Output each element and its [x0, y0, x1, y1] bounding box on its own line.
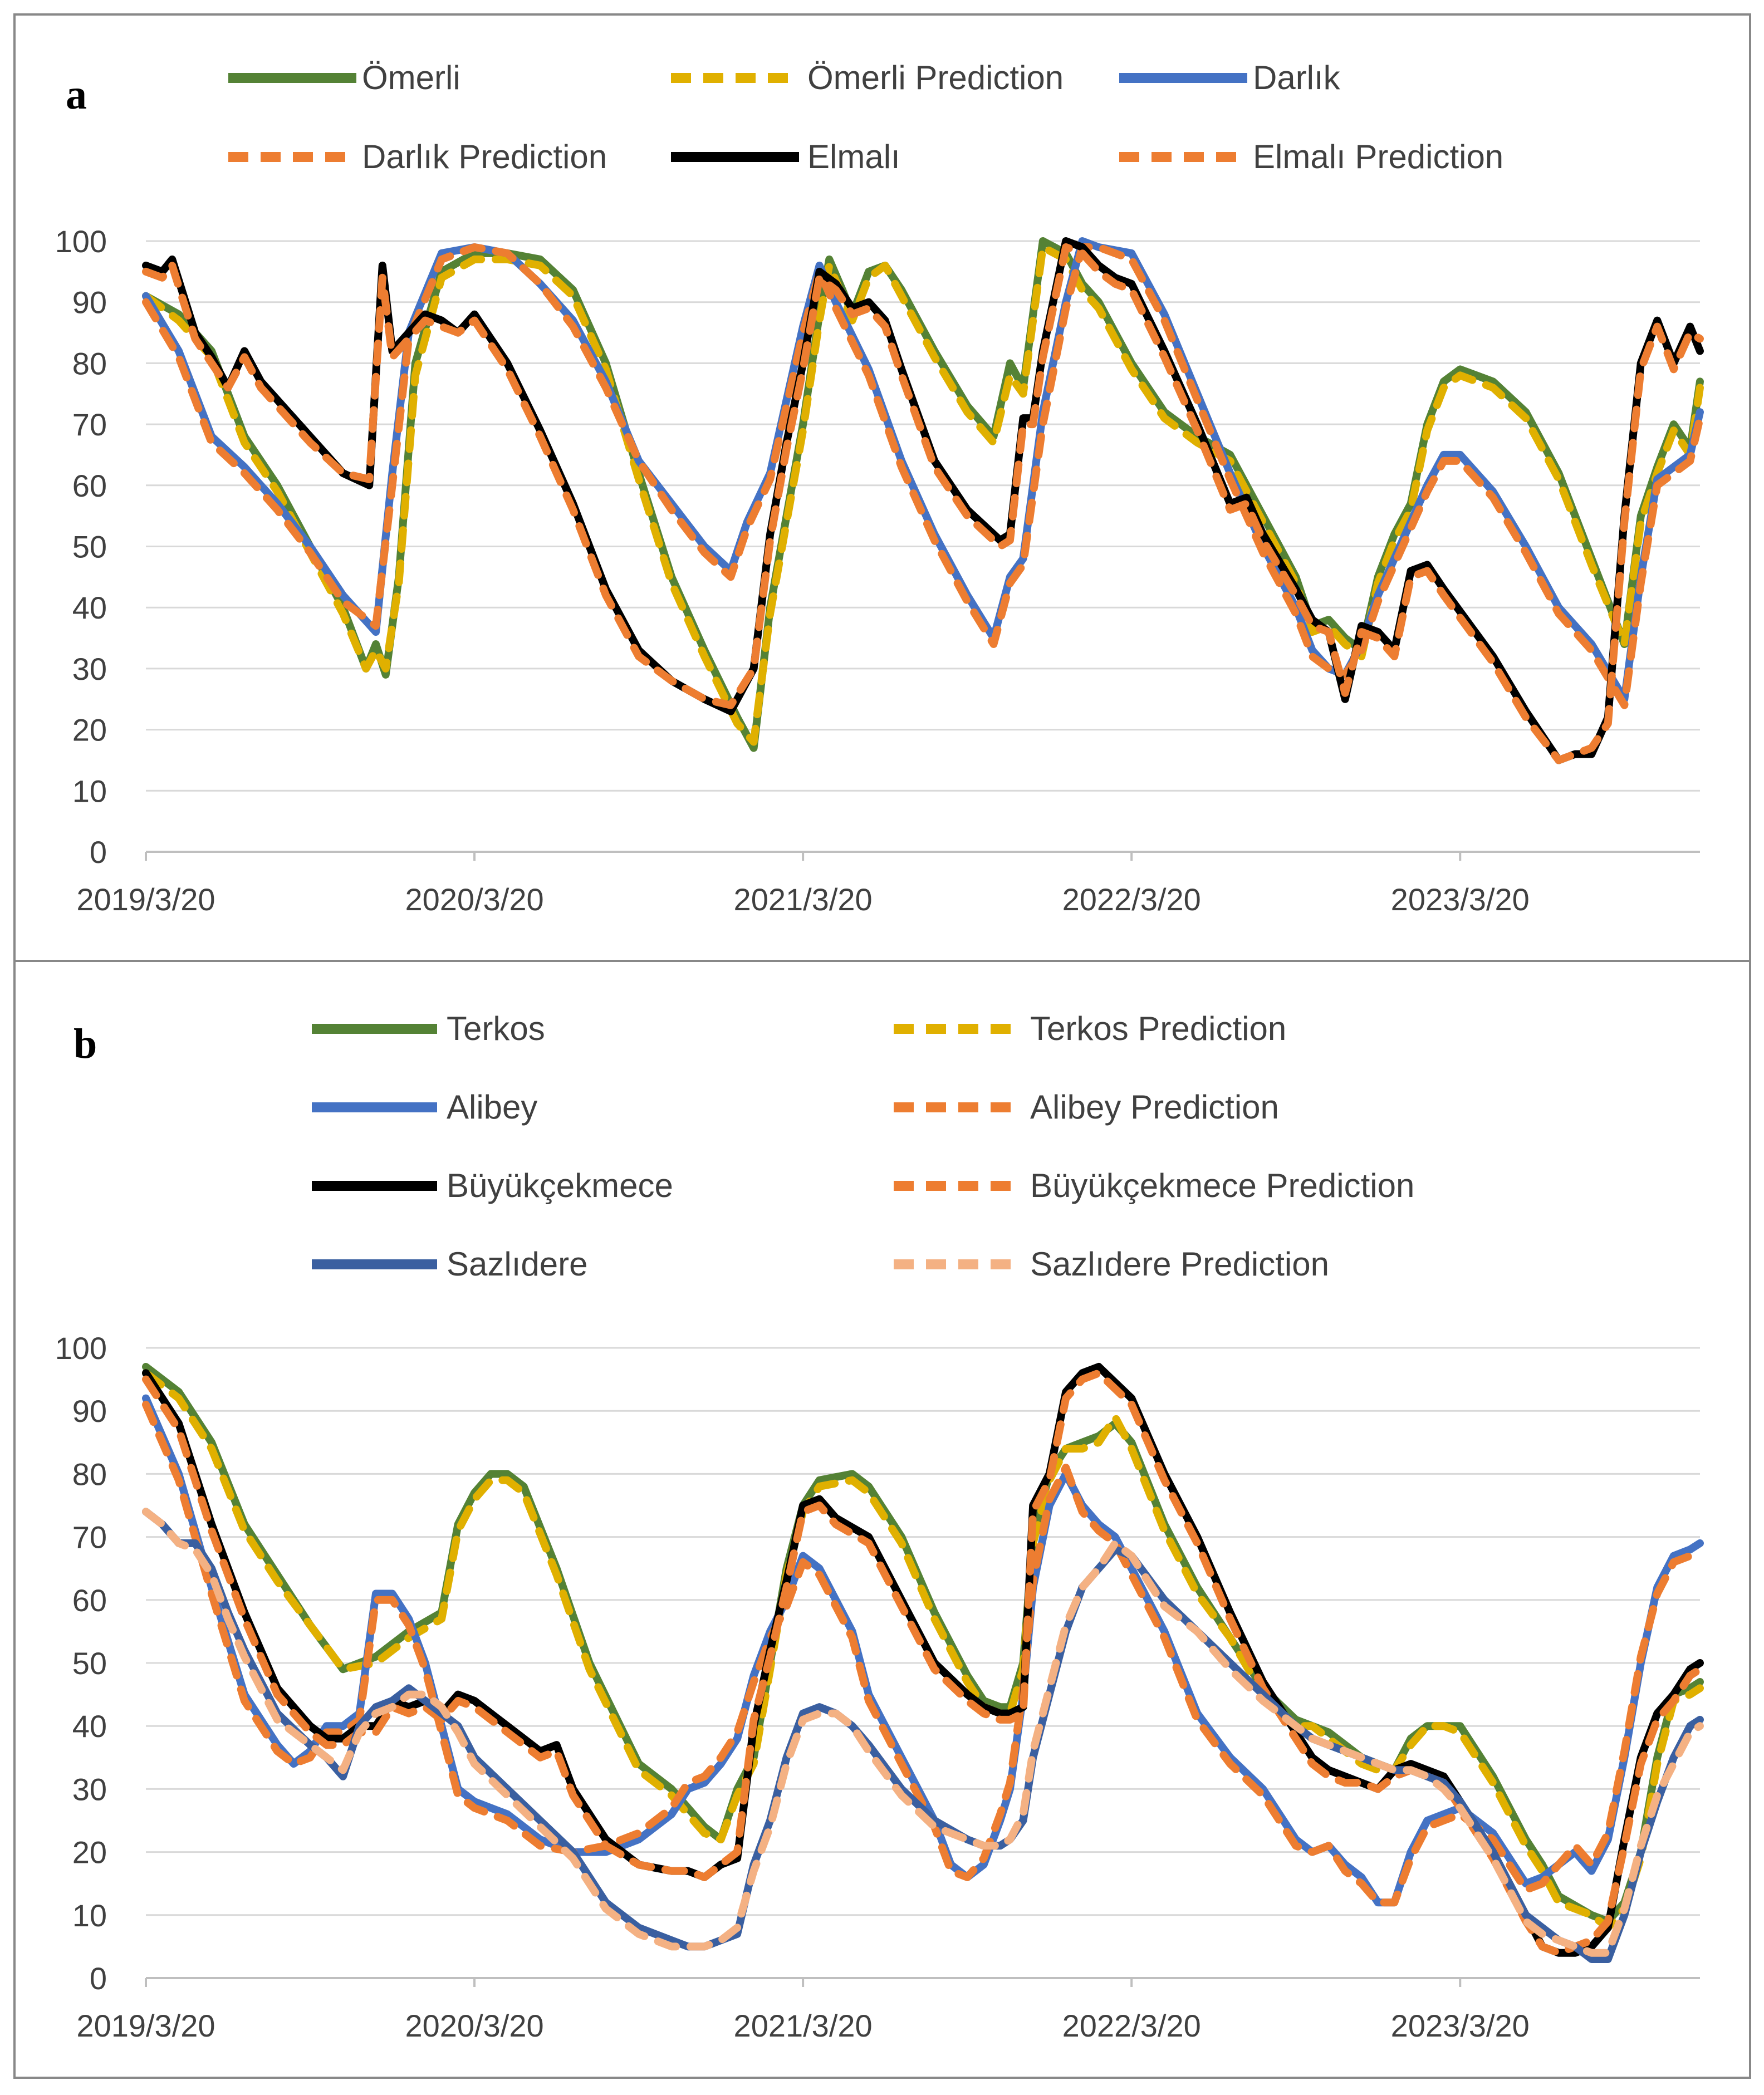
legend-entry-buyukcekmece-prediction: Büyükçekmece Prediction — [894, 1167, 1414, 1204]
y-tick-label: 100 — [55, 224, 107, 259]
legend-label: Ömerli — [362, 59, 460, 96]
legend-entry-sazlidere-prediction: Sazlıdere Prediction — [894, 1245, 1329, 1283]
legend-label: Ömerli Prediction — [807, 59, 1064, 96]
legend-entry-terkos-prediction: Terkos Prediction — [894, 1010, 1286, 1047]
legend-entry-alibey: Alibey — [312, 1088, 537, 1126]
legend-label: Sazlıdere Prediction — [1030, 1245, 1329, 1283]
gridlines-panel-b — [146, 1347, 1700, 1979]
x-tick-label: 2020/3/20 — [405, 882, 543, 917]
panel-a-label: a — [66, 71, 87, 118]
x-tick-label: 2023/3/20 — [1391, 882, 1530, 917]
chart-panel-a: Ömerli Ömerli Prediction Darlık Darlık P… — [55, 59, 1704, 917]
legend-label: Büyükçekmece — [447, 1167, 673, 1204]
y-tick-label: 70 — [72, 1520, 107, 1555]
y-tick-label: 0 — [90, 1961, 107, 1996]
legend-label: Elmalı Prediction — [1253, 138, 1503, 175]
y-tick-label: 60 — [72, 1583, 107, 1618]
y-tick-label: 40 — [72, 590, 107, 625]
y-tick-label: 20 — [72, 1835, 107, 1870]
legend-label: Darlık Prediction — [362, 138, 607, 175]
legend-entry-sazlidere: Sazlıdere — [312, 1245, 587, 1283]
y-tick-label: 10 — [72, 1898, 107, 1933]
legend-panel-b: Terkos Terkos Prediction Alibey Alibey P… — [312, 1010, 1414, 1283]
legend-label: Sazlıdere — [447, 1245, 587, 1283]
chart-panel-b: Terkos Terkos Prediction Alibey Alibey P… — [55, 1010, 1704, 2043]
series-line-sazlıdere-prediction — [142, 1508, 1704, 1957]
series-line-terkos-prediction — [142, 1369, 1704, 1932]
x-tick-label: 2023/3/20 — [1391, 2008, 1530, 2043]
series-line-darlık-prediction — [142, 243, 1704, 709]
x-tick-label: 2022/3/20 — [1062, 2008, 1201, 2043]
gridlines-panel-a — [146, 240, 1700, 853]
legend-label: Büyükçekmece Prediction — [1030, 1167, 1414, 1204]
legend-entry-darlik: Darlık — [1119, 59, 1341, 96]
x-tick-label: 2019/3/20 — [76, 882, 215, 917]
y-tick-label: 100 — [55, 1331, 107, 1366]
x-tick-label: 2021/3/20 — [734, 2008, 873, 2043]
x-tick-label: 2019/3/20 — [76, 2008, 215, 2043]
y-axis-panel-b: 0 10 20 30 40 50 60 70 80 90 100 — [55, 1331, 107, 1996]
legend-label: Elmalı — [807, 138, 900, 175]
panel-b-border — [13, 960, 1751, 2079]
legend-entry-elmali-prediction: Elmalı Prediction — [1119, 138, 1503, 175]
legend-label: Terkos Prediction — [1030, 1010, 1286, 1047]
x-tick-label: 2021/3/20 — [734, 882, 873, 917]
y-tick-label: 90 — [72, 1394, 107, 1429]
y-tick-label: 20 — [72, 713, 107, 748]
legend-entry-buyukcekmece: Büyükçekmece — [312, 1167, 673, 1204]
legend-entry-alibey-prediction: Alibey Prediction — [894, 1088, 1279, 1126]
legend-entry-omerli-prediction: Ömerli Prediction — [671, 59, 1064, 96]
legend-entry-elmali: Elmalı — [671, 138, 900, 175]
legend-entry-terkos: Terkos — [312, 1010, 545, 1047]
y-tick-label: 50 — [72, 1646, 107, 1681]
y-tick-label: 40 — [72, 1709, 107, 1744]
y-tick-label: 80 — [72, 1456, 107, 1491]
y-axis-panel-a: 0 10 20 30 40 50 60 70 80 90 100 — [55, 224, 107, 870]
legend-label: Terkos — [447, 1010, 545, 1047]
legend-panel-a: Ömerli Ömerli Prediction Darlık Darlık P… — [228, 59, 1503, 175]
legend-label: Alibey — [447, 1088, 537, 1126]
legend-label: Darlık — [1253, 59, 1341, 96]
legend-entry-darlik-prediction: Darlık Prediction — [228, 138, 607, 175]
y-tick-label: 10 — [72, 773, 107, 808]
series-line-ömerli-prediction — [142, 243, 1704, 746]
legend-label: Alibey Prediction — [1030, 1088, 1279, 1126]
y-tick-label: 30 — [72, 651, 107, 686]
x-tick-label: 2020/3/20 — [405, 2008, 543, 2043]
legend-entry-omerli: Ömerli — [228, 59, 460, 96]
series-panel-a — [142, 237, 1704, 764]
y-tick-label: 80 — [72, 346, 107, 381]
x-tick-label: 2022/3/20 — [1062, 882, 1201, 917]
y-tick-label: 60 — [72, 468, 107, 503]
y-tick-label: 30 — [72, 1772, 107, 1807]
y-tick-label: 90 — [72, 285, 107, 320]
series-panel-b — [142, 1363, 1704, 1963]
x-axis-panel-a: 2019/3/20 2020/3/20 2021/3/20 2022/3/20 2023… — [76, 852, 1530, 917]
y-tick-label: 50 — [72, 529, 107, 565]
y-tick-label: 70 — [72, 407, 107, 442]
panel-b-label: b — [74, 1020, 97, 1067]
y-tick-label: 0 — [90, 835, 107, 870]
x-axis-panel-b: 2019/3/20 2020/3/20 2021/3/20 2022/3/20 2023… — [76, 1978, 1530, 2043]
